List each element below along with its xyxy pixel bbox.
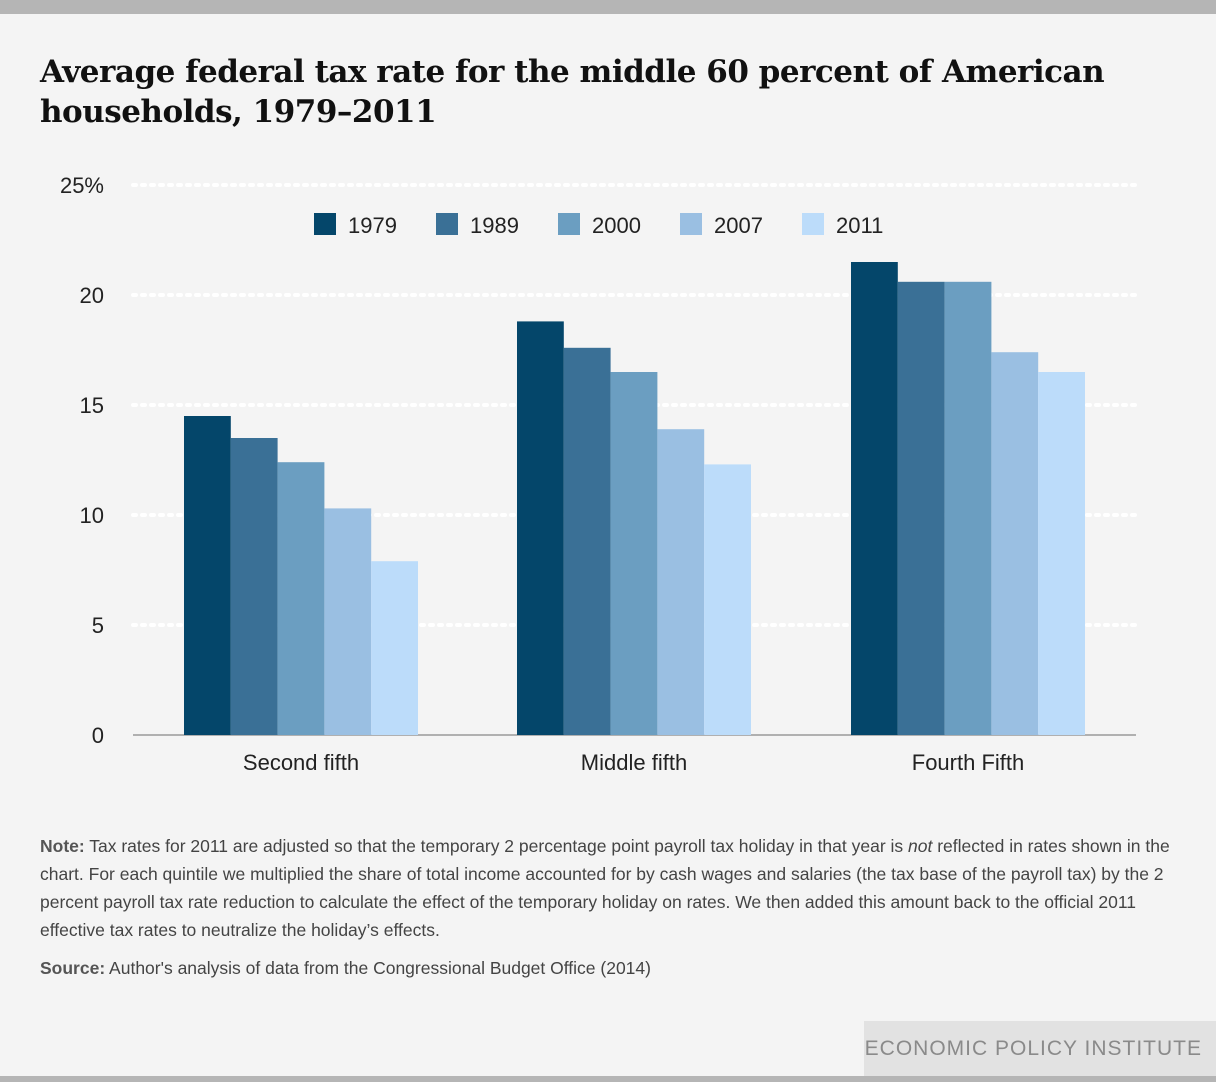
brand-logo-text: ECONOMIC POLICY INSTITUTE xyxy=(864,1037,1202,1060)
bar xyxy=(897,281,945,735)
bar xyxy=(563,347,611,735)
y-tick-label: 15 xyxy=(80,393,104,418)
note-label: Note: xyxy=(40,836,85,856)
note-text-before: Tax rates for 2011 are adjusted so that … xyxy=(84,836,909,856)
legend-label: 2007 xyxy=(714,213,763,238)
bar xyxy=(657,429,705,735)
y-tick-label: 0 xyxy=(92,723,104,748)
y-tick-label: 25% xyxy=(60,173,104,198)
chart-title: Average federal tax rate for the middle … xyxy=(40,54,1105,130)
bottom-border xyxy=(0,1076,1216,1082)
legend-swatch xyxy=(314,213,336,235)
legend-swatch xyxy=(802,213,824,235)
note-text-after: reflected in rates shown in the chart. F… xyxy=(40,836,1170,940)
bar xyxy=(324,508,372,735)
notes-section: Note: Tax rates for 2011 are adjusted so… xyxy=(40,832,1180,982)
top-border xyxy=(0,0,1216,14)
source-label: Source: xyxy=(40,958,106,978)
bar xyxy=(610,372,658,735)
y-tick-label: 10 xyxy=(80,503,104,528)
source-paragraph: Source: Author's analysis of data from t… xyxy=(40,954,1180,982)
x-tick-label: Second fifth xyxy=(243,750,359,775)
bar xyxy=(944,281,992,735)
bar xyxy=(991,352,1039,735)
legend-label: 2011 xyxy=(836,213,883,238)
brand-box: ECONOMIC POLICY INSTITUTE xyxy=(864,1021,1216,1076)
bar xyxy=(277,462,325,735)
legend-swatch xyxy=(558,213,580,235)
legend-label: 2000 xyxy=(592,213,641,238)
bar xyxy=(1038,372,1085,735)
bar xyxy=(371,561,418,735)
bar xyxy=(704,464,751,735)
legend-swatch xyxy=(680,213,702,235)
bar xyxy=(230,438,278,735)
y-tick-label: 5 xyxy=(92,613,104,638)
legend-label: 1989 xyxy=(470,213,519,238)
bar xyxy=(184,416,231,735)
source-text: Author's analysis of data from the Congr… xyxy=(105,958,651,978)
bar xyxy=(851,262,898,735)
x-tick-label: Fourth Fifth xyxy=(912,750,1024,775)
bar-chart: 0 5 10 15 20 25% Second fifth Middle fifth Fourt… xyxy=(60,173,1138,775)
legend-label: 1979 xyxy=(348,213,397,238)
note-paragraph: Note: Tax rates for 2011 are adjusted so… xyxy=(40,832,1180,944)
bar xyxy=(517,321,564,735)
note-emphasis: not xyxy=(908,836,933,856)
y-tick-label: 20 xyxy=(80,283,104,308)
legend-swatch xyxy=(436,213,458,235)
x-tick-label: Middle fifth xyxy=(581,750,687,775)
